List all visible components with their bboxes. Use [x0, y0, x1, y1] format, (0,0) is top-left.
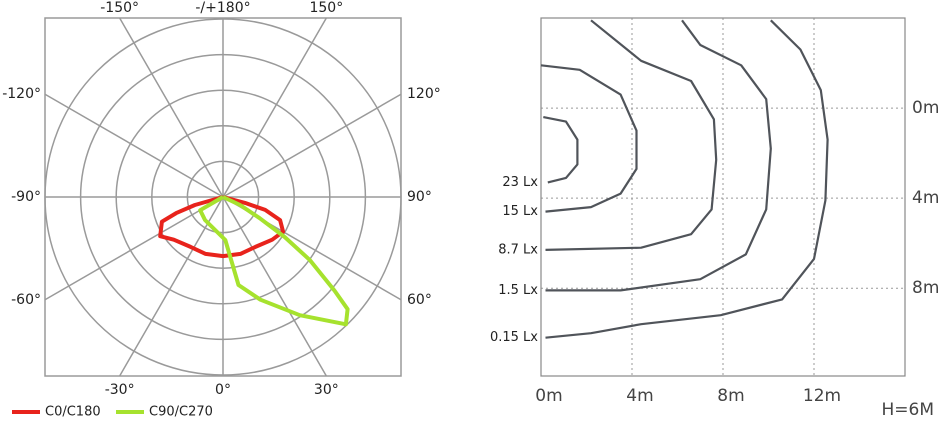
- angle-label: 60°: [407, 292, 432, 308]
- plot-frame: [540, 17, 906, 377]
- angle-label: -120°: [2, 86, 41, 102]
- isolux-line: [543, 116, 579, 184]
- angle-label: 30°: [314, 382, 339, 398]
- isolux-line: [545, 19, 772, 292]
- isolux-line: [545, 19, 829, 339]
- annotation: H=6M: [881, 400, 934, 420]
- polar-curve: [198, 195, 350, 327]
- grid-spoke: [44, 196, 224, 301]
- x-tick-label: 4m: [626, 386, 653, 406]
- grid-spoke: [119, 196, 224, 377]
- y-tick-label: 4m: [912, 188, 938, 208]
- grid-spoke: [222, 17, 327, 198]
- contour-label: 8.7 Lx: [498, 242, 538, 257]
- angle-label: 90°: [407, 189, 432, 205]
- angle-label: -90°: [11, 189, 41, 205]
- angle-label: 150°: [309, 0, 343, 16]
- y-tick-label: 8m: [912, 278, 938, 298]
- x-tick-label: 12m: [803, 386, 841, 406]
- isolux-line: [540, 64, 638, 213]
- legend-label: C0/C180: [45, 405, 101, 420]
- contour-label: 15 Lx: [502, 204, 538, 219]
- angle-label: -30°: [105, 382, 135, 398]
- grid-spoke: [44, 93, 224, 198]
- angle-label: -150°: [100, 0, 139, 16]
- polar-curve: [158, 195, 286, 259]
- contour-label: 23 Lx: [502, 175, 538, 190]
- contour-label: 1.5 Lx: [498, 283, 538, 298]
- y-tick-label: 0m: [912, 98, 938, 118]
- grid-spoke: [119, 17, 224, 198]
- contour-label: 0.15 Lx: [490, 330, 538, 345]
- legend-label: C90/C270: [149, 405, 213, 420]
- x-tick-label: 8m: [717, 386, 744, 406]
- grid-spoke: [222, 196, 327, 377]
- angle-label: -/+180°: [195, 0, 250, 16]
- isolux-line: [545, 19, 718, 251]
- angle-label: 120°: [407, 86, 441, 102]
- x-tick-label: 0m: [535, 386, 562, 406]
- angle-label: -60°: [11, 292, 41, 308]
- grid-spoke: [222, 93, 402, 198]
- angle-label: 0°: [215, 382, 231, 398]
